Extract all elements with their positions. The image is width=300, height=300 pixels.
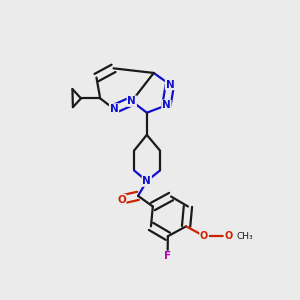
Text: N: N <box>162 100 171 110</box>
Text: O: O <box>117 194 126 205</box>
Text: N: N <box>142 176 151 186</box>
Text: O: O <box>224 231 232 241</box>
Text: N: N <box>110 104 118 114</box>
Text: N: N <box>166 80 174 89</box>
Text: F: F <box>164 251 171 261</box>
Text: N: N <box>128 96 136 106</box>
Text: O: O <box>200 231 208 241</box>
Text: CH₃: CH₃ <box>237 232 253 241</box>
